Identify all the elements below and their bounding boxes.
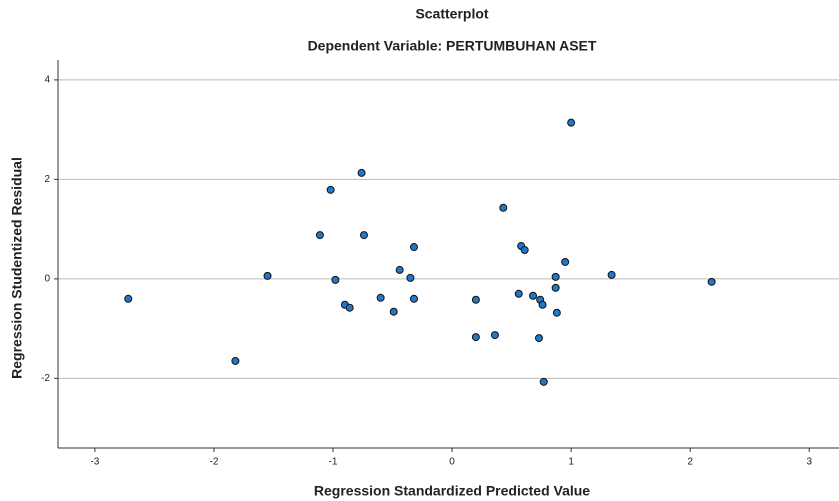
point bbox=[707, 277, 716, 286]
point bbox=[552, 308, 561, 317]
point bbox=[538, 300, 547, 309]
point bbox=[499, 203, 508, 212]
point bbox=[520, 246, 529, 255]
point bbox=[607, 270, 616, 279]
x-tick-label: -2 bbox=[210, 457, 219, 468]
point bbox=[315, 231, 324, 240]
point bbox=[406, 273, 415, 282]
point bbox=[529, 291, 538, 300]
point bbox=[376, 293, 385, 302]
y-tick-label: 0 bbox=[44, 274, 50, 285]
x-tick-label: 3 bbox=[806, 457, 812, 468]
point bbox=[263, 271, 272, 280]
x-tick-label: -1 bbox=[329, 457, 338, 468]
x-tick-label: -3 bbox=[90, 457, 99, 468]
point bbox=[551, 283, 560, 292]
point bbox=[490, 331, 499, 340]
point bbox=[567, 118, 576, 127]
x-axis-label: Regression Standardized Predicted Value bbox=[314, 483, 590, 499]
point bbox=[357, 168, 366, 177]
chart-title: Scatterplot bbox=[415, 6, 488, 22]
point bbox=[326, 185, 335, 194]
chart-subtitle: Dependent Variable: PERTUMBUHAN ASET bbox=[308, 38, 597, 54]
point bbox=[345, 303, 354, 312]
x-tick-label: 1 bbox=[568, 457, 574, 468]
point bbox=[389, 307, 398, 316]
point bbox=[331, 275, 340, 284]
point bbox=[359, 231, 368, 240]
y-tick-label: 4 bbox=[44, 75, 50, 86]
point bbox=[231, 356, 240, 365]
point bbox=[409, 243, 418, 252]
point bbox=[409, 294, 418, 303]
point bbox=[539, 377, 548, 386]
point bbox=[514, 289, 523, 298]
point bbox=[471, 333, 480, 342]
point bbox=[561, 257, 570, 266]
y-tick-label: -2 bbox=[41, 373, 50, 384]
x-tick-label: 0 bbox=[449, 457, 455, 468]
point bbox=[124, 294, 133, 303]
point bbox=[551, 272, 560, 281]
y-tick-label: 2 bbox=[44, 174, 50, 185]
point bbox=[534, 334, 543, 343]
y-axis-label: Regression Studentized Residual bbox=[9, 157, 25, 379]
x-tick-label: 2 bbox=[687, 457, 693, 468]
point bbox=[395, 265, 404, 274]
point bbox=[471, 295, 480, 304]
